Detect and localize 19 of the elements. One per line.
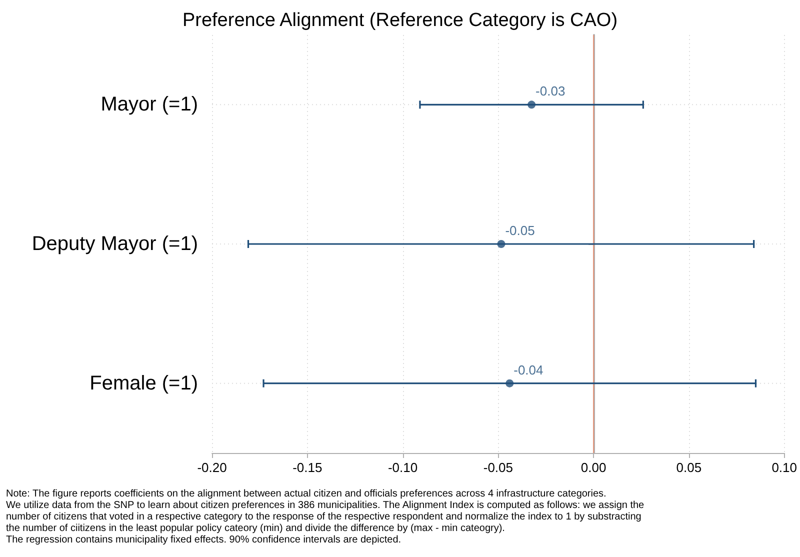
- x-tick-label: -0.20: [197, 460, 227, 475]
- text: number of citizens that voted in a respective category to the response of the respective respondent and normalize the index to 1 by substracting: [6, 512, 642, 522]
- chart-title: Preference Alignment (Reference Category is CAO): [182, 10, 618, 31]
- text: Note: The figure reports coefficients on the alignment between actual citizen and officials preferences across 4 infrastructure categories.: [6, 488, 606, 500]
- data-label: -0.05: [505, 223, 535, 238]
- data-label: -0.03: [536, 84, 566, 99]
- x-tick-label: -0.15: [292, 460, 322, 475]
- y-tick-label: Female (=1): [90, 372, 198, 394]
- y-tick-label: Deputy Mayor (=1): [32, 233, 198, 255]
- y-tick-label: Mayor (=1): [100, 94, 198, 116]
- text: The regression contains municipality fixed effects. 90% confidence intervals are depicted.: [6, 534, 402, 546]
- x-tick-label: 0.00: [580, 460, 606, 475]
- data-label: -0.04: [514, 362, 544, 378]
- x-tick-label: -0.05: [483, 460, 513, 475]
- x-tick-label: -0.10: [388, 460, 418, 475]
- text: the number of ciitizens in the least popular policy cateory (min) and divide the difference by (max - min cateogry).: [6, 523, 505, 534]
- x-tick-label: 0.10: [772, 460, 798, 475]
- x-tick-label: 0.05: [676, 460, 702, 475]
- text: We utilize data from the SNP to learn about citizen preferences in 386 municipalities. The Alignment Index is computed as follows: we assign the: [6, 500, 645, 511]
